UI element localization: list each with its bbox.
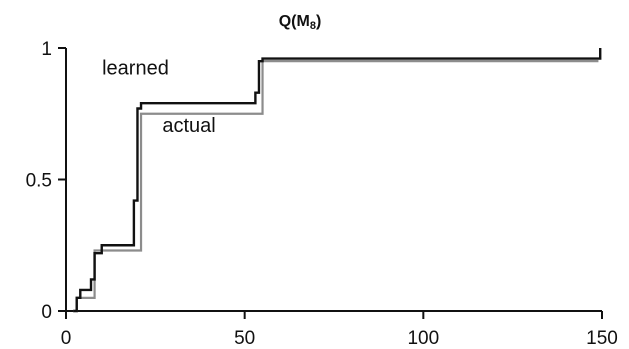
chart-title-close: ) xyxy=(316,13,321,30)
annotations: learned actual xyxy=(102,57,216,137)
annotation-learned: learned xyxy=(102,57,169,79)
annotation-actual: actual xyxy=(162,115,215,137)
x-tick-label: 150 xyxy=(586,328,618,349)
series-line-learned xyxy=(73,48,602,313)
series-layer xyxy=(73,48,602,313)
x-tick-label: 0 xyxy=(61,328,72,349)
chart-title-text: Q(M8) xyxy=(279,13,322,32)
chart-axes: 0 0.5 1 0 50 100 150 xyxy=(26,39,618,349)
x-tick-label: 50 xyxy=(234,328,255,349)
y-tick-label: 0 xyxy=(41,302,52,323)
chart-title: Q(M8) xyxy=(279,13,322,32)
y-tick-label: 0.5 xyxy=(26,171,52,192)
series-line-actual xyxy=(73,60,599,313)
y-tick-label: 1 xyxy=(41,39,52,60)
chart-title-subscript: 8 xyxy=(310,20,316,32)
chart-title-main: Q(M xyxy=(279,13,310,30)
x-tick-label: 100 xyxy=(407,328,439,349)
